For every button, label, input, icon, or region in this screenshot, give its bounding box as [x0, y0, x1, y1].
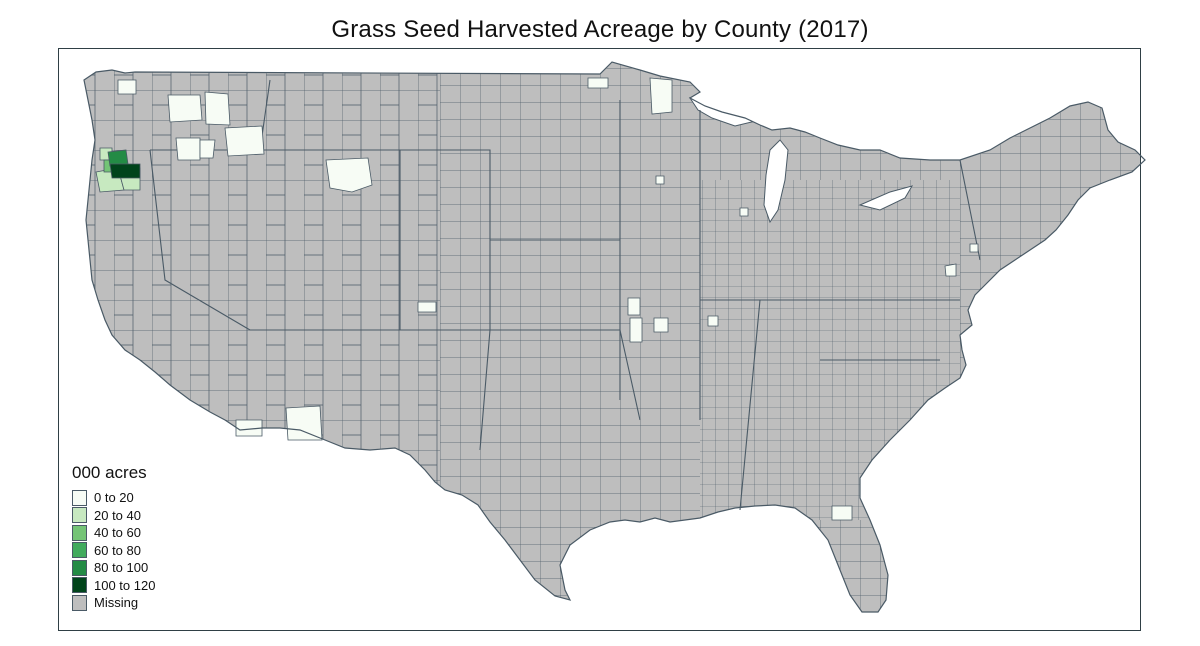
legend-label: 100 to 120: [94, 577, 156, 593]
county-wa-coast: [117, 79, 137, 95]
county-id-north: [224, 125, 265, 157]
county-il: [739, 207, 749, 217]
map-title: Grass Seed Harvested Acreage by County (…: [331, 16, 869, 43]
legend-label: 40 to 60: [94, 525, 141, 541]
legend-swatch: [72, 559, 87, 576]
county-or-north: [175, 137, 201, 161]
lake-michigan: [763, 139, 789, 224]
county-class-high: [95, 147, 141, 193]
legend-item: 0 to 20: [72, 489, 232, 507]
county-or-100-120: [109, 163, 141, 179]
legend-item: 100 to 120: [72, 577, 232, 595]
legend-swatch: [72, 524, 87, 541]
county-wa-east-2: [204, 91, 231, 126]
lake-erie: [858, 185, 914, 211]
legend-title: 000 acres: [72, 463, 147, 482]
county-ia: [655, 175, 665, 185]
county-wa-east-1: [167, 94, 203, 123]
county-ks-2: [629, 317, 643, 343]
legend-label: Missing: [94, 595, 139, 611]
county-mn-north: [649, 77, 673, 115]
legend-item: 40 to 60: [72, 524, 232, 542]
county-ut: [417, 301, 437, 313]
county-ks-3: [653, 317, 669, 333]
legend-item: 20 to 40: [72, 507, 232, 525]
legend-swatch: [72, 489, 87, 506]
legend-label: 20 to 40: [94, 507, 141, 523]
county-mo-1: [707, 315, 719, 327]
legend-label: 80 to 100: [94, 560, 149, 576]
county-pa: [944, 263, 957, 277]
county-ks-1: [627, 297, 641, 316]
legend-label: 60 to 80: [94, 542, 141, 558]
map-legend: 000 acres 0 to 20 20 to 40 40 to 60 60 to 8…: [72, 463, 232, 612]
county-ny: [969, 243, 979, 253]
legend-item: 60 to 80: [72, 542, 232, 560]
county-az-south: [285, 405, 323, 441]
legend-swatch: [72, 542, 87, 559]
county-class-0-20: [117, 77, 979, 521]
legend-item: 80 to 100: [72, 559, 232, 577]
legend-swatch: [72, 594, 87, 611]
county-nd-east: [587, 77, 609, 89]
legend-item: Missing: [72, 594, 232, 612]
county-fl: [831, 505, 853, 521]
county-or-northeast: [199, 139, 216, 159]
legend-items: 0 to 20 20 to 40 40 to 60 60 to 80 80 to 100…: [72, 489, 232, 612]
legend-label: 0 to 20: [94, 490, 134, 506]
county-ca-south: [235, 419, 263, 437]
legend-swatch: [72, 577, 87, 594]
county-mt-central: [325, 157, 373, 193]
legend-swatch: [72, 507, 87, 524]
